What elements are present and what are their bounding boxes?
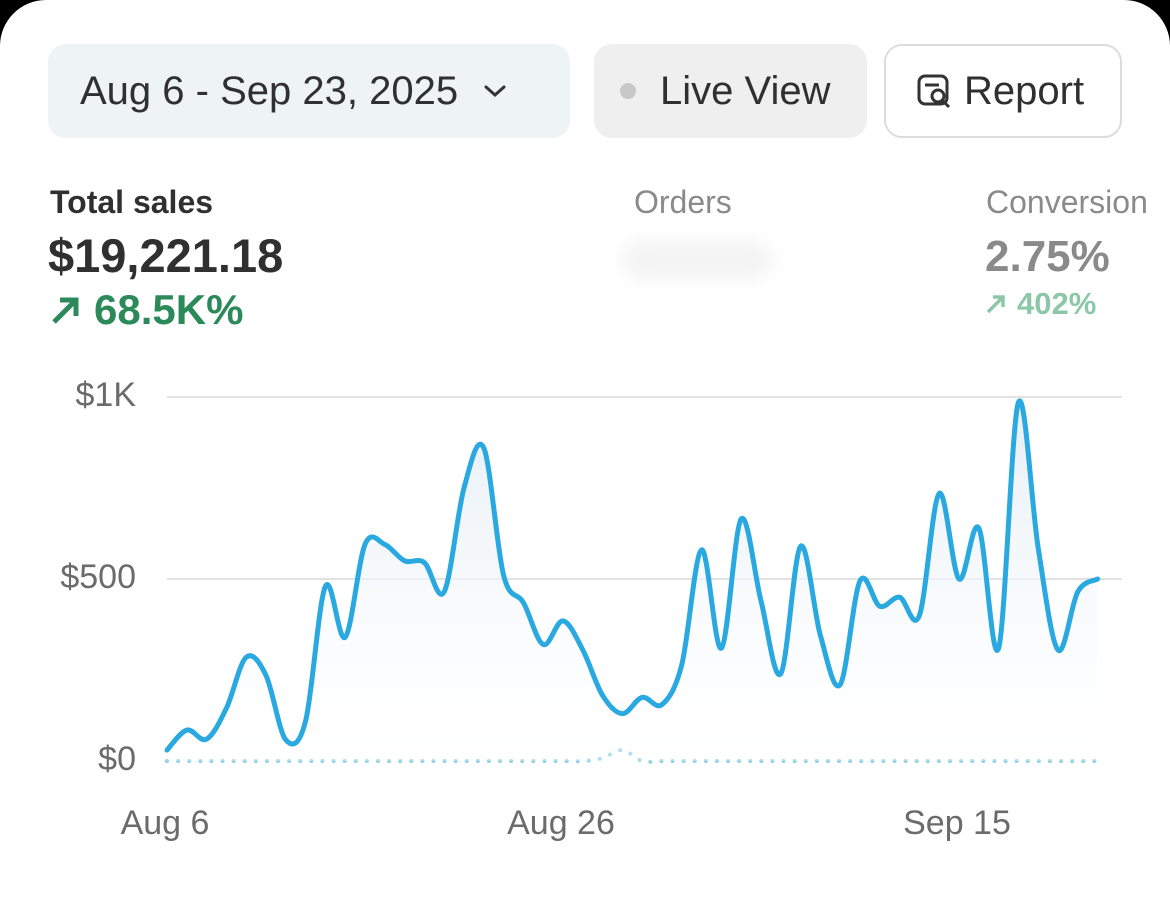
up-arrow: [986, 295, 1005, 314]
report-button[interactable]: Report: [884, 44, 1122, 138]
metric-change-text: 68.5K%: [94, 286, 244, 333]
date-range-text: Aug 6 - Sep 23, 2025: [80, 68, 459, 113]
metric-label: Total sales: [50, 184, 214, 220]
live-view-text: Live View: [660, 68, 831, 113]
y-tick-label: $0: [98, 740, 136, 778]
x-tick-label: Sep 15: [903, 804, 1011, 842]
metric-change: 68.5K%: [48, 286, 243, 334]
metric-label: Conversion: [986, 184, 1148, 220]
report-icon: [917, 74, 951, 109]
date-range-button[interactable]: Aug 6 - Sep 23, 2025: [48, 44, 570, 138]
area-fill: [167, 400, 1098, 761]
blurred-value: [622, 240, 772, 280]
report-text: Report: [964, 68, 1085, 113]
chevron-icon: [484, 85, 506, 98]
metric-value: 2.75%: [985, 232, 1110, 281]
live-view-button[interactable]: Live View: [594, 44, 867, 138]
x-tick-label: Aug 26: [507, 804, 615, 842]
y-tick-label: $1K: [76, 376, 137, 414]
metric-change: 402%: [985, 286, 1096, 322]
status-dot: [620, 83, 636, 99]
up-arrow: [52, 297, 79, 324]
y-tick-label: $500: [60, 558, 136, 596]
metric-change-text: 402%: [1017, 286, 1097, 321]
metric-label: Orders: [634, 184, 732, 220]
metric-value: $19,221.18: [48, 229, 284, 282]
sales-line: [164, 398, 1101, 753]
x-tick-label: Aug 6: [121, 804, 210, 842]
